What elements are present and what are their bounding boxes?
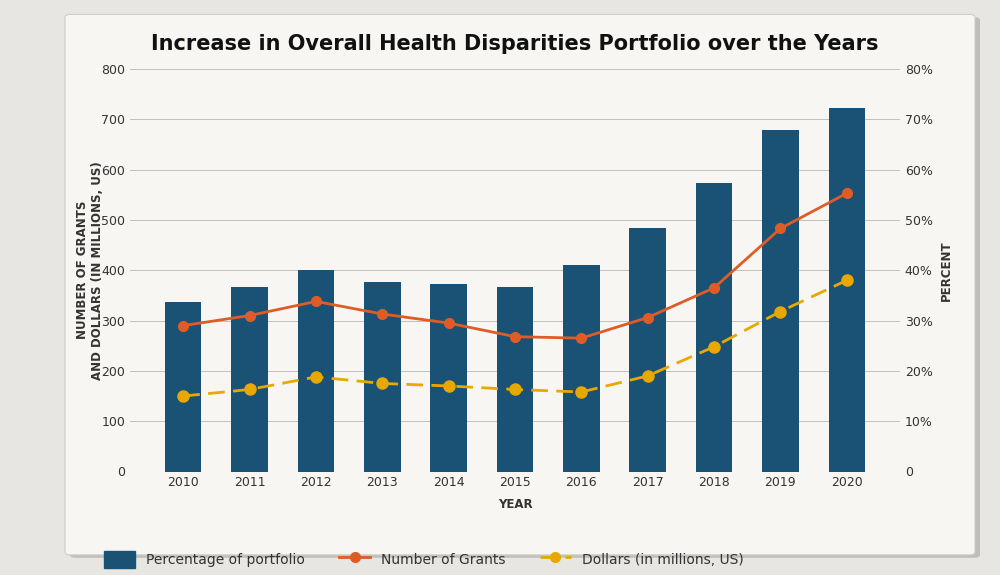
Bar bbox=[829, 108, 865, 471]
Bar bbox=[497, 287, 533, 472]
Number of Grants bbox=[642, 314, 654, 321]
Dollars (in millions, US) bbox=[244, 386, 256, 393]
Dollars (in millions, US) bbox=[575, 389, 587, 396]
Y-axis label: NUMBER OF GRANTS
AND DOLLARS (IN MILLIONS, US): NUMBER OF GRANTS AND DOLLARS (IN MILLION… bbox=[76, 161, 104, 380]
Line: Dollars (in millions, US): Dollars (in millions, US) bbox=[178, 275, 852, 401]
Bar bbox=[696, 183, 732, 471]
Bar bbox=[298, 270, 334, 472]
Number of Grants bbox=[443, 320, 455, 327]
Dollars (in millions, US) bbox=[310, 374, 322, 381]
Bar bbox=[364, 282, 401, 472]
Bar bbox=[563, 265, 600, 471]
Number of Grants bbox=[575, 335, 587, 342]
Dollars (in millions, US) bbox=[177, 393, 189, 400]
Number of Grants bbox=[376, 310, 388, 317]
Dollars (in millions, US) bbox=[841, 277, 853, 283]
Bar bbox=[629, 228, 666, 472]
Number of Grants bbox=[841, 190, 853, 197]
Number of Grants bbox=[177, 322, 189, 329]
Dollars (in millions, US) bbox=[509, 386, 521, 393]
Line: Number of Grants: Number of Grants bbox=[178, 189, 852, 343]
Bar bbox=[762, 131, 799, 472]
Dollars (in millions, US) bbox=[376, 380, 388, 387]
X-axis label: YEAR: YEAR bbox=[498, 498, 532, 511]
Bar bbox=[165, 302, 201, 472]
Number of Grants bbox=[244, 312, 256, 319]
Title: Increase in Overall Health Disparities Portfolio over the Years: Increase in Overall Health Disparities P… bbox=[151, 33, 879, 53]
Number of Grants bbox=[310, 298, 322, 305]
Dollars (in millions, US) bbox=[774, 308, 786, 315]
Number of Grants bbox=[509, 334, 521, 340]
Number of Grants bbox=[774, 225, 786, 232]
Bar bbox=[231, 287, 268, 472]
Y-axis label: PERCENT: PERCENT bbox=[940, 240, 953, 301]
Number of Grants bbox=[708, 285, 720, 292]
Dollars (in millions, US) bbox=[642, 373, 654, 380]
Bar bbox=[430, 284, 467, 472]
Dollars (in millions, US) bbox=[443, 382, 455, 389]
Dollars (in millions, US) bbox=[708, 343, 720, 350]
Legend: Percentage of portfolio, Number of Grants, Dollars (in millions, US): Percentage of portfolio, Number of Grant… bbox=[98, 545, 749, 573]
